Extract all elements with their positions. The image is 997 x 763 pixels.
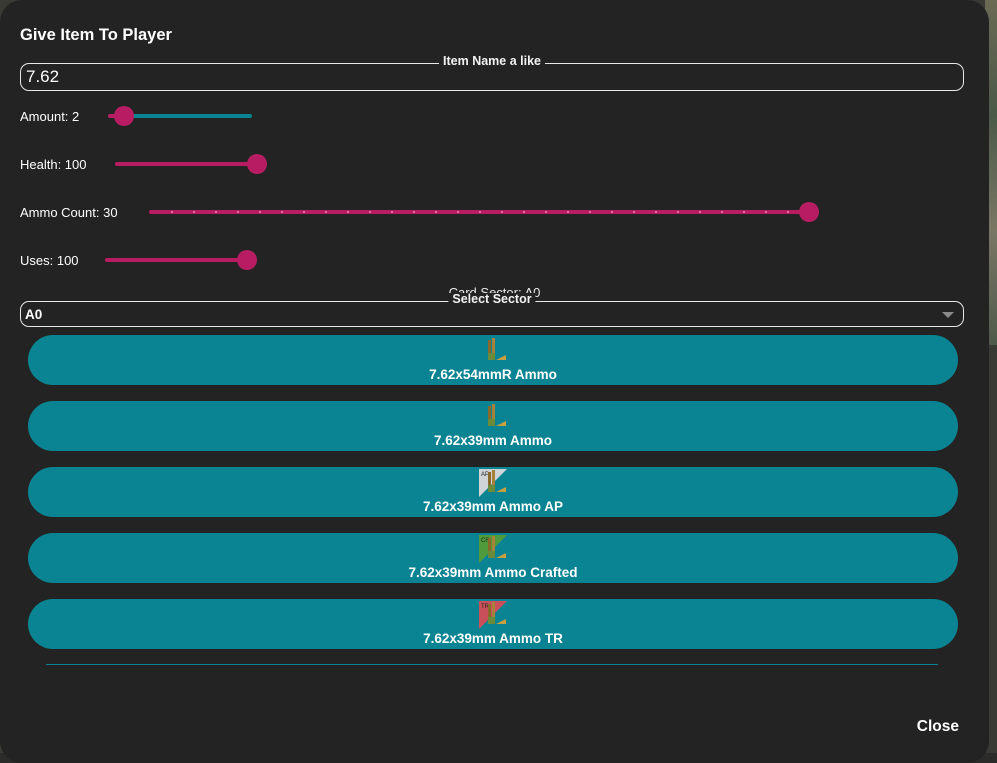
health-label: Health: 100 [20, 157, 87, 172]
ammo-count-tick [721, 211, 723, 213]
dialog-title: Give Item To Player [20, 26, 172, 44]
item-button[interactable]: AP 7.62x39mm Ammo AP [28, 467, 958, 517]
ammo-count-tick [413, 211, 415, 213]
item-button[interactable]: 7.62x39mm Ammo [28, 401, 958, 451]
health-slider-thumb[interactable] [247, 154, 267, 174]
ammo-count-tick [677, 211, 679, 213]
item-result-list[interactable]: 7.62x54mmR Ammo 7.62x39mm Ammo AP 7.62x39mm… [28, 335, 958, 665]
ammo-count-tick [633, 211, 635, 213]
sector-legend: Select Sector [448, 293, 536, 306]
ammo-count-label: Ammo Count: 30 [20, 205, 118, 220]
ammo-count-tick [325, 211, 327, 213]
ammo-count-tick [589, 211, 591, 213]
sector-select[interactable]: Select Sector A0 [20, 293, 964, 327]
item-badge: AP [481, 472, 489, 478]
ammo-count-tick [523, 211, 525, 213]
ammo-count-tick [743, 211, 745, 213]
ammo-count-tick [611, 211, 613, 213]
ammo-count-tick [391, 211, 393, 213]
ammo-count-slider-track[interactable] [149, 210, 809, 214]
item-badge: CR [481, 538, 490, 544]
ammo-count-tick [479, 211, 481, 213]
health-slider-track[interactable] [115, 162, 257, 166]
chevron-down-icon [942, 312, 954, 318]
ammo-count-tick [655, 211, 657, 213]
ammo-icon [479, 403, 507, 431]
ammo-count-tick [193, 211, 195, 213]
item-name-input[interactable]: 7.62 [26, 67, 60, 86]
ammo-count-tick [699, 211, 701, 213]
list-next-item-edge [46, 664, 938, 665]
ammo-count-tick [259, 211, 261, 213]
ammo-count-tick [171, 211, 173, 213]
ammo-count-tick [457, 211, 459, 213]
ammo-count-tick [787, 211, 789, 213]
item-label: 7.62x39mm Ammo Crafted [408, 565, 578, 580]
uses-slider-track[interactable] [105, 258, 247, 262]
ammo-count-slider-thumb[interactable] [799, 202, 819, 222]
amount-slider-thumb[interactable] [114, 106, 134, 126]
item-button[interactable]: 7.62x54mmR Ammo [28, 335, 958, 385]
sector-selected-value: A0 [25, 307, 43, 322]
item-label: 7.62x39mm Ammo AP [422, 499, 564, 514]
item-button[interactable]: TR 7.62x39mm Ammo TR [28, 599, 958, 649]
ammo-ap-icon: AP [479, 469, 507, 497]
item-name-legend: Item Name a like [439, 55, 545, 68]
ammo-icon [479, 337, 507, 365]
ammo-count-tick [215, 211, 217, 213]
ammo-count-tick [237, 211, 239, 213]
ammo-count-tick [765, 211, 767, 213]
uses-label: Uses: 100 [20, 253, 79, 268]
ammo-count-tick [545, 211, 547, 213]
uses-slider-thumb[interactable] [237, 250, 257, 270]
ammo-tr-icon: TR [479, 601, 507, 629]
ammo-count-tick [435, 211, 437, 213]
ammo-count-tick [347, 211, 349, 213]
amount-slider-track[interactable] [108, 114, 252, 118]
amount-label: Amount: 2 [20, 109, 80, 124]
ammo-count-tick [369, 211, 371, 213]
ammo-count-tick [303, 211, 305, 213]
ammo-count-tick [501, 211, 503, 213]
item-button[interactable]: CR 7.62x39mm Ammo Crafted [28, 533, 958, 583]
ammo-count-tick [567, 211, 569, 213]
item-name-field[interactable]: Item Name a like 7.62 [20, 55, 964, 91]
item-label: 7.62x39mm Ammo [433, 433, 553, 448]
item-label: 7.62x39mm Ammo TR [423, 631, 563, 646]
ammo-count-tick [281, 211, 283, 213]
ammo-crafted-icon: CR [479, 535, 507, 563]
item-badge: TR [481, 604, 490, 610]
item-label: 7.62x54mmR Ammo [429, 367, 557, 382]
close-button[interactable]: Close [916, 718, 959, 735]
